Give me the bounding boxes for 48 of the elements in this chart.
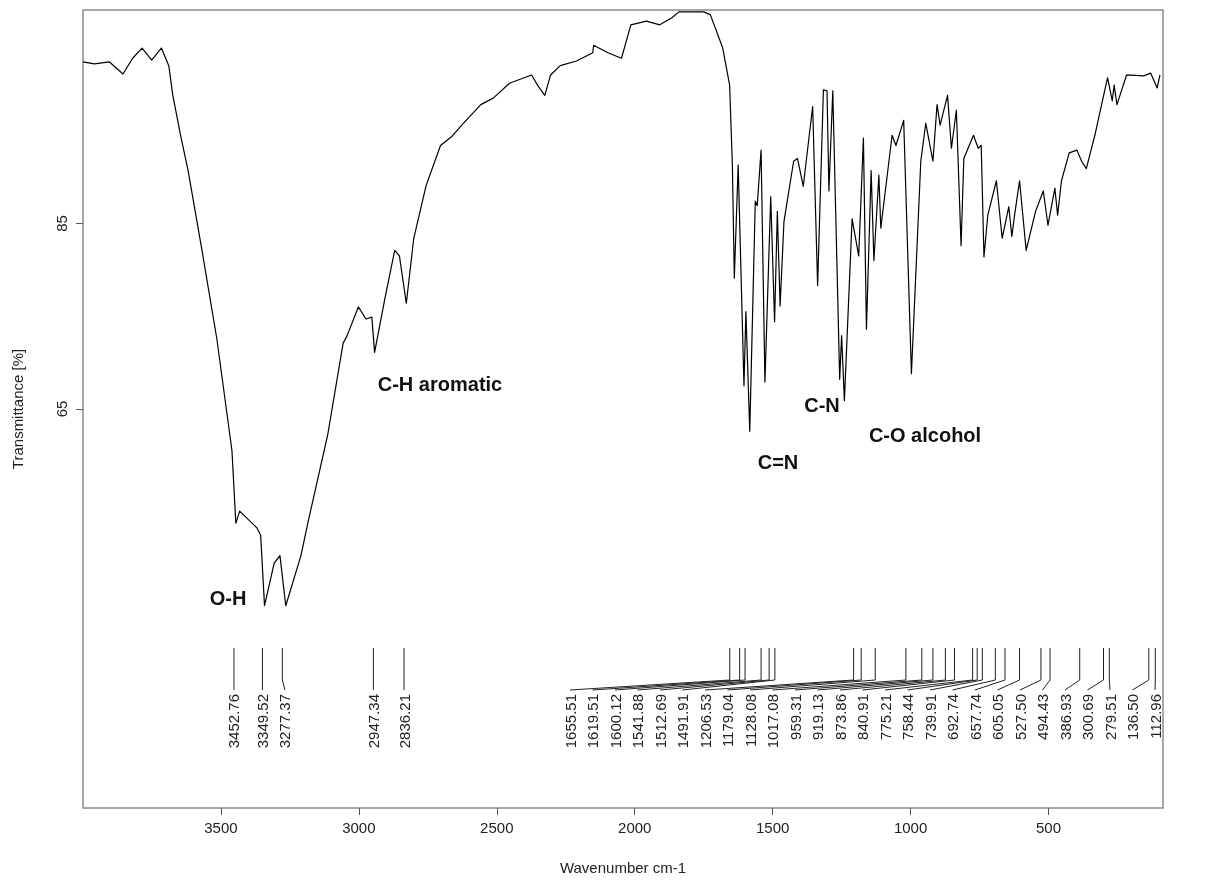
annotation: 1017.08 <box>764 694 781 749</box>
annotation: 3349.52 <box>253 694 271 749</box>
annotation: O-H <box>209 587 247 609</box>
annotation: 1600.12 <box>606 694 624 749</box>
annotation: 112.96 <box>1146 694 1164 739</box>
annotation: 959.31 <box>786 694 804 740</box>
annotation: 300.69 <box>1079 694 1096 740</box>
annotation: 2947.34 <box>364 694 382 749</box>
x-axis-title: Wavenumber cm-1 <box>559 859 687 876</box>
annotation: 1655.51 <box>561 694 579 749</box>
annotation: 2836.21 <box>395 694 413 749</box>
annotation: 775.21 <box>876 694 894 740</box>
annotation: 692.74 <box>944 694 961 740</box>
annotation: 919.13 <box>809 694 826 740</box>
x-tick-label: 3000 <box>342 819 376 836</box>
annotation: 3452.76 <box>225 694 243 749</box>
annotation: 386.93 <box>1056 694 1074 740</box>
annotation: 1491.91 <box>674 694 691 749</box>
annotation: C-O alcohol <box>868 424 982 446</box>
y-tick-label: 65 <box>53 400 70 418</box>
annotation: 739.91 <box>921 694 939 740</box>
y-axis-title: Transmittance [%] <box>9 348 26 470</box>
annotation: 1179.04 <box>719 694 736 748</box>
x-tick-label: 1500 <box>755 819 790 836</box>
annotation: 136.50 <box>1124 694 1141 740</box>
y-tick-label: 85 <box>53 215 70 232</box>
annotation: C-H aromatic <box>377 373 503 395</box>
annotation: 1619.51 <box>584 694 601 749</box>
x-tick-label: 1000 <box>893 819 928 836</box>
annotation: 1128.08 <box>741 694 759 748</box>
x-tick-label: 2000 <box>618 819 652 836</box>
annotation: 1206.53 <box>696 694 714 749</box>
x-tick-label: 500 <box>1036 819 1062 836</box>
annotation: 1512.69 <box>651 694 669 749</box>
annotation: 1541.88 <box>629 694 646 749</box>
annotation: 494.43 <box>1034 694 1051 740</box>
annotation: 840.91 <box>854 694 871 740</box>
annotation: 758.44 <box>899 694 916 740</box>
annotation: 279.51 <box>1101 694 1119 740</box>
annotation: 527.50 <box>1011 694 1029 740</box>
annotation: 3277.37 <box>276 694 294 749</box>
x-tick-label: 3500 <box>204 819 238 836</box>
annotation: 605.05 <box>989 694 1006 740</box>
annotation: 873.86 <box>831 694 849 740</box>
annotation: C=N <box>757 451 799 473</box>
annotation: C-N <box>804 394 840 416</box>
annotation: 657.74 <box>966 694 984 740</box>
x-tick-label: 2500 <box>480 819 514 836</box>
